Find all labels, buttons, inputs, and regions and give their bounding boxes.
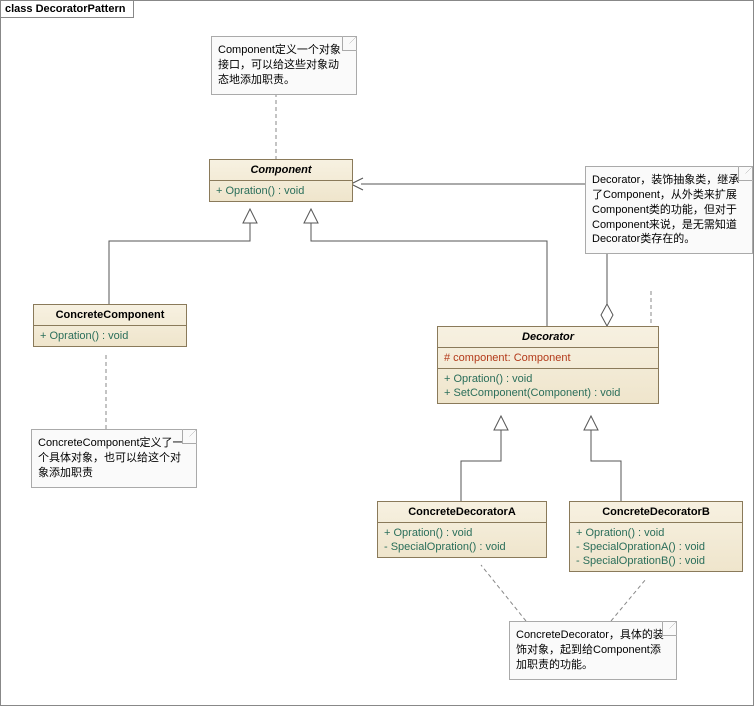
edge-gen-dec [311, 216, 547, 326]
op: - SpecialOprationB() : void [576, 554, 736, 568]
class-name: Decorator [438, 327, 658, 348]
note4-linkB [611, 579, 646, 621]
arrow-gen-dec [304, 209, 318, 223]
diagram-frame: class DecoratorPattern [0, 0, 754, 706]
class-concrete-component: ConcreteComponent + Opration() : void [33, 304, 187, 347]
class-name: ConcreteComponent [34, 305, 186, 326]
class-decorator: Decorator # component: Component + Oprat… [437, 326, 659, 404]
op: + Opration() : void [40, 329, 180, 343]
arrow-gen-b [584, 416, 598, 430]
class-component: Component + Opration() : void [209, 159, 353, 202]
op: - SpecialOpration() : void [384, 540, 540, 554]
edge-gen-b [591, 423, 621, 501]
class-concrete-decorator-b: ConcreteDecoratorB + Opration() : void -… [569, 501, 743, 572]
edge-gen-a [461, 423, 501, 501]
edge-agg [361, 184, 607, 314]
edge-gen-cc [109, 216, 250, 304]
note-concrete-decorator: ConcreteDecorator，具体的装饰对象，起到给Component添加… [509, 621, 677, 680]
op: + Opration() : void [384, 526, 540, 540]
class-name: Component [210, 160, 352, 181]
note-decorator: Decorator，装饰抽象类，继承了Component，从外类来扩展Compo… [585, 166, 753, 254]
note-component: Component定义一个对象接口，可以给这些对象动态地添加职责。 [211, 36, 357, 95]
class-name: ConcreteDecoratorA [378, 502, 546, 523]
arrow-gen-a [494, 416, 508, 430]
note4-linkA [481, 565, 526, 621]
op: + Opration() : void [216, 184, 346, 198]
note-concrete-component: ConcreteComponent定义了一个具体对象，也可以给这个对象添加职责 [31, 429, 197, 488]
op: + Opration() : void [576, 526, 736, 540]
op: + SetComponent(Component) : void [444, 386, 652, 400]
class-name: ConcreteDecoratorB [570, 502, 742, 523]
diagram-title: class DecoratorPattern [1, 1, 134, 18]
class-concrete-decorator-a: ConcreteDecoratorA + Opration() : void -… [377, 501, 547, 558]
attr: # component: Component [444, 351, 652, 365]
arrow-gen-cc [243, 209, 257, 223]
diamond-agg [601, 304, 613, 326]
op: + Opration() : void [444, 372, 652, 386]
op: - SpecialOprationA() : void [576, 540, 736, 554]
